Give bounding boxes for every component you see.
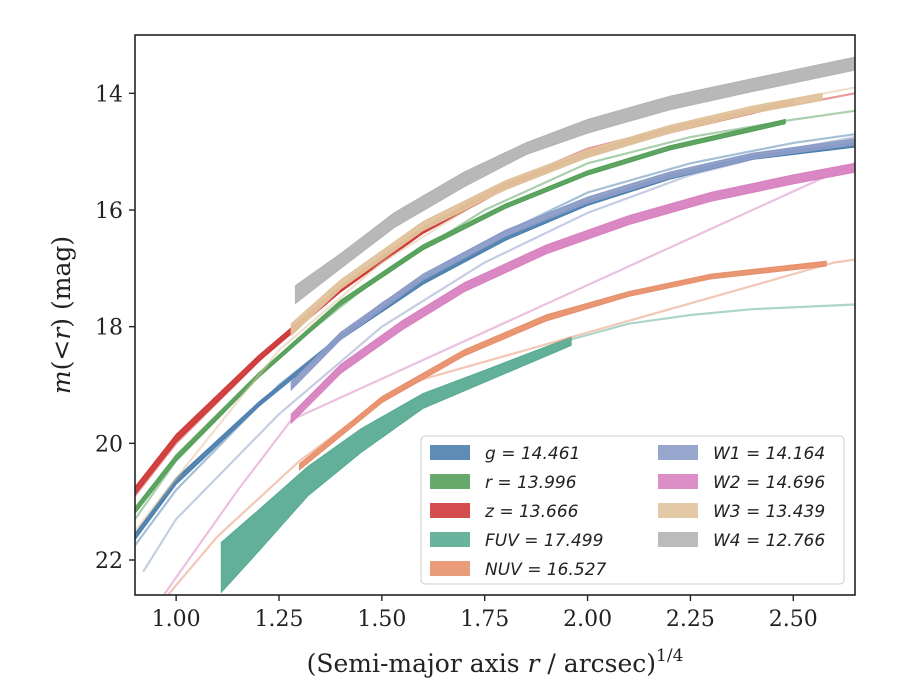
x-axis-label: (Semi-major axis r / arcsec)1/4: [307, 646, 684, 678]
series-w2-extrapolated-line: [162, 162, 855, 595]
legend-swatch: [430, 445, 470, 460]
x-tick-label: 2.00: [563, 607, 612, 632]
legend-swatch: [430, 474, 470, 489]
legend-box: [420, 435, 845, 585]
legend: g = 14.461 r = 13.996 z = 13.666 FUV = 17.4…: [420, 435, 845, 585]
legend-label: z = 13.666: [484, 502, 579, 522]
series-w1-band: [290, 138, 855, 392]
legend-label: W4 = 12.766: [713, 531, 825, 551]
ticks-layer: 1.00 1.25 1.50 1.75 2.00 2.25 2.50 14 16 18 20 22: [95, 82, 818, 632]
x-tick-label: 1.25: [255, 607, 304, 632]
legend-item-r: r = 13.996: [430, 473, 577, 493]
legend-swatch: [658, 445, 698, 460]
legend-swatch: [430, 532, 470, 547]
series-w2-band: [290, 162, 855, 425]
series-z-extrapolated-line: [135, 92, 855, 497]
legend-item-z: z = 13.666: [430, 502, 579, 522]
series-w3-band: [290, 92, 823, 337]
legend-item-w3: W3 = 13.439: [658, 502, 825, 522]
series-w4: [294, 56, 855, 305]
legend-swatch: [430, 503, 470, 518]
x-tick-label: 1.75: [460, 607, 509, 632]
legend-item-nuv: NUV = 16.527: [430, 560, 607, 580]
x-tick-label: 1.50: [357, 607, 406, 632]
series-fuv-extrapolated-line: [570, 303, 855, 341]
legend-swatch: [658, 503, 698, 518]
x-tick-label: 1.00: [152, 607, 201, 632]
legend-item-w4: W4 = 12.766: [658, 531, 825, 551]
legend-item-w2: W2 = 14.696: [658, 473, 825, 493]
y-axis-label: m(<r) (mag): [47, 236, 76, 394]
legend-label: g = 14.461: [485, 444, 580, 464]
legend-item-fuv: FUV = 17.499: [430, 531, 603, 551]
legend-swatch: [658, 474, 698, 489]
legend-label: W2 = 14.696: [713, 473, 825, 493]
legend-swatch: [430, 561, 470, 576]
legend-item-g: g = 14.461: [430, 444, 580, 464]
series-z-band: [135, 98, 794, 496]
series-w4-band: [294, 56, 855, 305]
legend-label: W1 = 14.164: [713, 444, 825, 464]
x-tick-label: 2.50: [769, 607, 818, 632]
y-tick-label: 14: [95, 82, 123, 107]
series-nuv-band: [299, 260, 827, 471]
y-tick-label: 22: [95, 549, 123, 574]
series-z: [135, 92, 855, 497]
series-fuv-band: [220, 336, 572, 594]
series-w3: [135, 86, 855, 532]
x-tick-label: 2.25: [666, 607, 715, 632]
y-tick-label: 18: [95, 316, 123, 341]
series-w2: [162, 162, 855, 595]
legend-label: NUV = 16.527: [485, 560, 607, 580]
series-nuv: [167, 258, 855, 595]
series-layer: [135, 56, 855, 595]
legend-label: W3 = 13.439: [713, 502, 825, 522]
legend-label: FUV = 17.499: [485, 531, 603, 551]
legend-swatch: [658, 532, 698, 547]
y-tick-label: 20: [95, 432, 123, 457]
plot-frame: [134, 34, 856, 596]
y-tick-label: 16: [95, 199, 123, 224]
legend-label: r = 13.996: [485, 473, 577, 493]
legend-item-w1: W1 = 14.164: [658, 444, 825, 464]
series-fuv: [220, 303, 855, 594]
series-w1: [142, 136, 855, 573]
